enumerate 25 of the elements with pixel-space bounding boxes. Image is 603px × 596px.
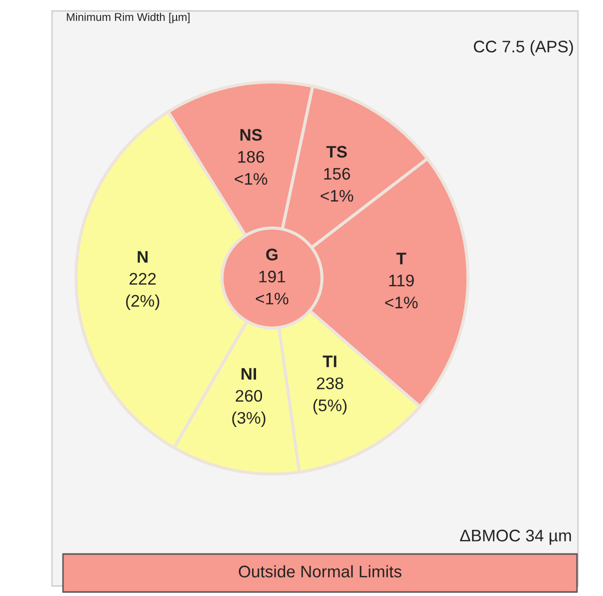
text: <1% bbox=[234, 173, 268, 185]
data-label: 222 bbox=[130, 272, 156, 285]
text: Outside Normal Limits bbox=[238, 565, 402, 578]
text: CC 7.5 (APS) bbox=[474, 40, 573, 56]
text: <1% bbox=[320, 190, 354, 202]
data-label: 156 bbox=[324, 168, 350, 180]
data-label: 191 bbox=[259, 270, 286, 282]
category-label: NI bbox=[242, 368, 256, 380]
category-label: NS bbox=[240, 129, 262, 141]
category-label: TI bbox=[322, 356, 336, 368]
text: ΔBMOC 34 µm bbox=[460, 530, 571, 545]
data-label: 186 bbox=[238, 151, 264, 163]
text: Minimum Rim Width [µm] bbox=[66, 12, 190, 24]
category-label: N bbox=[138, 251, 148, 263]
category-label: T bbox=[396, 252, 406, 264]
text: <1% bbox=[256, 292, 288, 304]
data-label: 238 bbox=[316, 377, 344, 390]
text: <1% bbox=[385, 296, 418, 308]
text: (2%) bbox=[126, 294, 160, 310]
text: (5%) bbox=[313, 399, 347, 415]
data-label: 119 bbox=[389, 274, 414, 286]
data-label: 260 bbox=[236, 390, 262, 402]
text: (3%) bbox=[232, 412, 266, 428]
category-label: G bbox=[266, 248, 278, 260]
category-label: TS bbox=[326, 146, 347, 158]
